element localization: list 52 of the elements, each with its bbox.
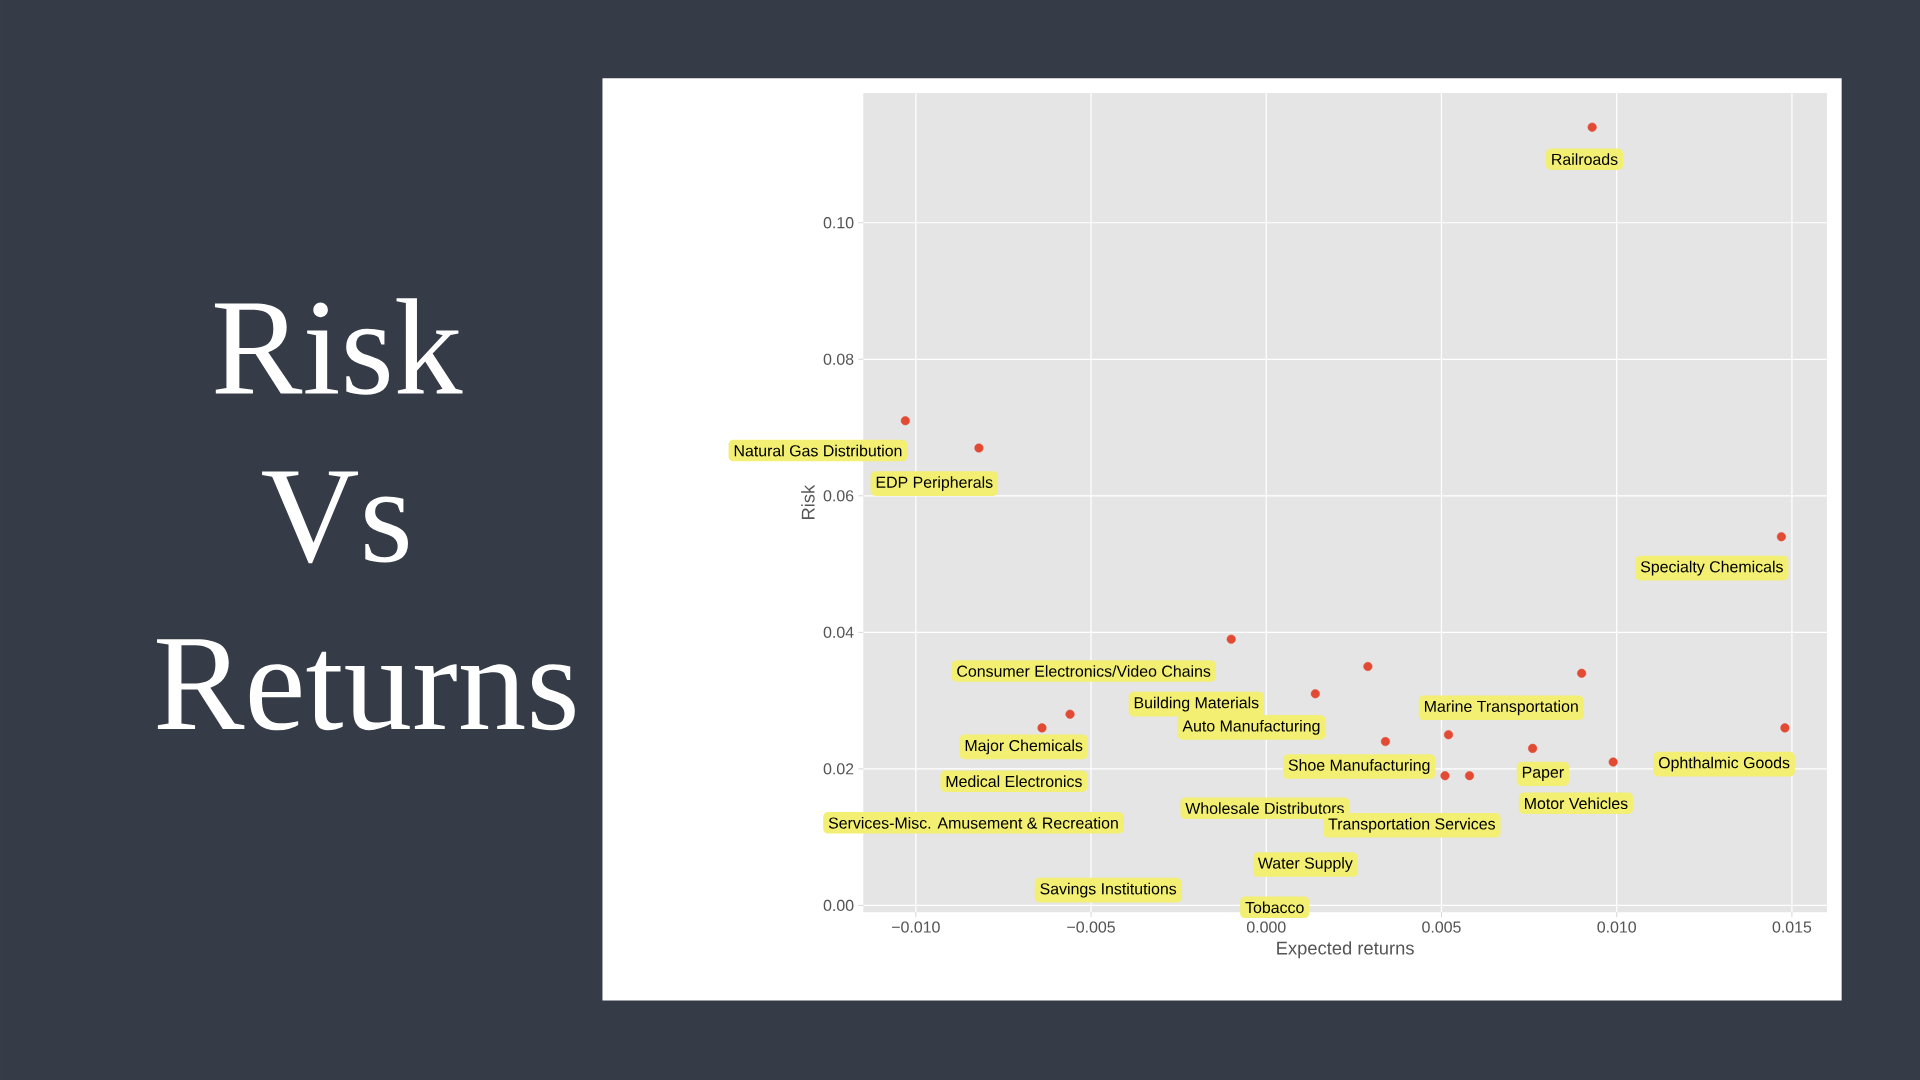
annotation: EDP Peripherals bbox=[876, 476, 993, 492]
x-tick-label: 0.005 bbox=[1422, 921, 1461, 933]
annotation: Medical Electronics bbox=[946, 775, 1082, 788]
x-tick-label: −0.005 bbox=[1067, 921, 1115, 933]
x-axis-title: Expected returns bbox=[1277, 941, 1414, 959]
text: Risk Vs Returns bbox=[157, 298, 575, 731]
annotation: Railroads bbox=[1552, 153, 1618, 166]
annotation: Specialty Chemicals bbox=[1640, 560, 1783, 576]
point bbox=[1577, 668, 1587, 678]
x-tick-label: 0.000 bbox=[1246, 921, 1286, 933]
annotation: Auto Manufacturing bbox=[1182, 719, 1320, 735]
annotation: Shoe Manufacturing bbox=[1288, 759, 1430, 774]
point bbox=[1440, 771, 1450, 781]
annotation: Savings Institutions bbox=[1040, 882, 1177, 898]
y-tick-label: 0.02 bbox=[823, 763, 854, 775]
point bbox=[1363, 661, 1373, 672]
annotation: Services-Misc. Amusement & Recreation bbox=[828, 816, 1118, 829]
y-tick-label: 0.08 bbox=[823, 353, 854, 365]
point bbox=[974, 443, 984, 453]
annotation: Wholesale Distributors bbox=[1185, 802, 1344, 814]
point bbox=[1065, 709, 1075, 719]
annotation: Major Chemicals bbox=[965, 739, 1083, 755]
x-tick-label: 0.015 bbox=[1772, 921, 1812, 933]
annotation: Paper bbox=[1522, 766, 1564, 781]
annotation: Motor Vehicles bbox=[1525, 797, 1628, 810]
x-tick-label: −0.010 bbox=[892, 921, 940, 933]
annotation: Consumer Electronics/Video Chains bbox=[957, 665, 1211, 677]
point bbox=[1226, 634, 1236, 644]
y-tick-label: 0.04 bbox=[823, 626, 854, 638]
point bbox=[1380, 737, 1390, 747]
point bbox=[1780, 723, 1790, 733]
point bbox=[1528, 743, 1538, 753]
annotation: Water Supply bbox=[1257, 857, 1353, 872]
annotation: Transportation Services bbox=[1328, 817, 1496, 833]
y-tick-label: 0.00 bbox=[823, 899, 854, 912]
point bbox=[1037, 723, 1047, 733]
annotation: Ophthalmic Goods bbox=[1658, 756, 1790, 772]
annotation: Building Materials bbox=[1134, 696, 1259, 712]
annotation: Natural Gas Distribution bbox=[734, 444, 902, 457]
point bbox=[1776, 532, 1786, 542]
annotation: Tobacco bbox=[1245, 901, 1304, 914]
point bbox=[1608, 757, 1618, 767]
point bbox=[900, 416, 910, 426]
y-tick-label: 0.06 bbox=[823, 490, 854, 502]
y-tick-label: 0.10 bbox=[823, 217, 854, 229]
y-axis-title: Risk bbox=[801, 484, 815, 519]
point bbox=[1310, 689, 1320, 699]
annotation: Marine Transportation bbox=[1424, 700, 1578, 716]
x-tick-label: 0.010 bbox=[1597, 921, 1636, 933]
point bbox=[1464, 771, 1475, 781]
point bbox=[1443, 730, 1454, 740]
point bbox=[1587, 122, 1597, 132]
